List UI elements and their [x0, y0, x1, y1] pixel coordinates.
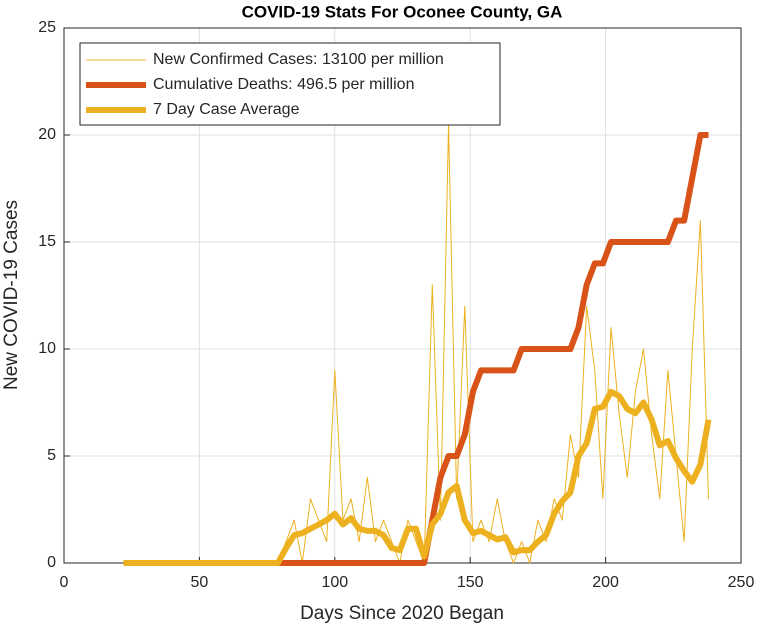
x-axis-label: Days Since 2020 Began [300, 603, 504, 624]
y-tick-label: 5 [47, 447, 56, 464]
x-tick-label: 150 [457, 574, 484, 591]
legend-label: Cumulative Deaths: 496.5 per million [153, 76, 414, 93]
series-line [123, 388, 712, 566]
y-axis-label: New COVID-19 Cases [1, 200, 22, 390]
y-tick-label: 10 [38, 340, 56, 357]
y-tick-label: 25 [38, 19, 56, 36]
x-tick-label: 100 [321, 574, 348, 591]
legend-label: New Confirmed Cases: 13100 per million [153, 51, 444, 68]
y-tick-label: 0 [47, 554, 56, 571]
x-tick-label: 50 [191, 574, 209, 591]
x-tick-label: 250 [728, 574, 755, 591]
x-tick-label: 200 [592, 574, 619, 591]
y-tick-label: 15 [38, 233, 56, 250]
chart-title: COVID-19 Stats For Oconee County, GA [242, 2, 563, 21]
legend-label: 7 Day Case Average [153, 101, 300, 118]
x-tick-label: 0 [60, 574, 69, 591]
legend-box [79, 42, 501, 126]
y-tick-label: 20 [38, 126, 56, 143]
